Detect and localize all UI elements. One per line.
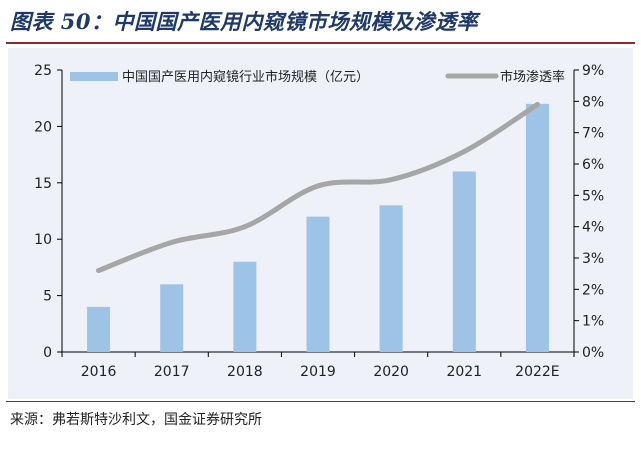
chart-title: 图表 50：中国国产医用内窥镜市场规模及渗透率 [10,9,479,34]
bar-series [87,103,549,352]
right-axis-tick-label: 8% [582,94,604,110]
right-axis-tick-label: 1% [582,314,604,330]
left-axis-tick-label: 5 [43,289,52,305]
line-point [315,183,321,189]
x-axis-tick-label: 2018 [227,364,263,380]
line-point [242,224,248,230]
chart-svg: 0 5 10 15 20 25 0% 1% 2% 3% 4% 5% 6% 7% 8% 9% 2016 2017 20… [34,63,604,380]
legend: 中国国产医用内窥镜行业市场规模（亿元） 市场渗透率 [70,69,565,85]
right-axis-tick-label: 2% [582,282,604,298]
title-divider [6,42,635,44]
line-series [96,101,540,274]
line-point [169,239,175,245]
source-divider [6,401,635,402]
right-axis-tick-label: 0% [582,345,604,361]
bar [160,284,184,352]
x-axis-tick-label: 2022E [515,364,559,380]
legend-swatch-bar [70,72,118,81]
bar [525,103,549,352]
legend-label-bar: 中国国产医用内窥镜行业市场规模（亿元） [122,69,369,85]
bar [379,205,403,352]
x-axis-tick-label: 2019 [300,364,336,380]
x-axis-tick-label: 2021 [446,364,482,380]
x-axis-tick-label: 2020 [373,364,409,380]
source-note: 来源：弗若斯特沙利文，国金证券研究所 [10,412,262,428]
right-axis-tick-label: 7% [582,126,604,142]
chart-panel: 0 5 10 15 20 25 0% 1% 2% 3% 4% 5% 6% 7% 8% 9% 2016 2017 20… [8,48,633,399]
right-axis-tick-label: 9% [582,63,604,79]
axes: 0 5 10 15 20 25 0% 1% 2% 3% 4% 5% 6% 7% 8% 9% 2016 2017 20… [34,63,604,380]
line-point [534,101,540,107]
line-point [388,177,394,183]
bar [452,171,476,352]
bar [87,306,111,352]
line-point [461,148,467,154]
left-axis-tick-label: 15 [34,176,52,192]
left-axis-tick-label: 0 [43,345,52,361]
right-axis-tick-label: 4% [582,220,604,236]
legend-label-line: 市场渗透率 [500,69,565,85]
right-axis-tick-label: 5% [582,188,604,204]
right-axis-tick-label: 3% [582,251,604,267]
x-axis-tick-label: 2016 [81,364,117,380]
bar [233,261,257,352]
bar [306,216,330,352]
x-axis-tick-label: 2017 [154,364,190,380]
left-axis-tick-label: 10 [34,232,52,248]
right-axis-tick-label: 6% [582,157,604,173]
left-axis-tick-label: 25 [34,63,52,79]
left-axis-tick-label: 20 [34,119,52,135]
line-point [96,268,102,274]
